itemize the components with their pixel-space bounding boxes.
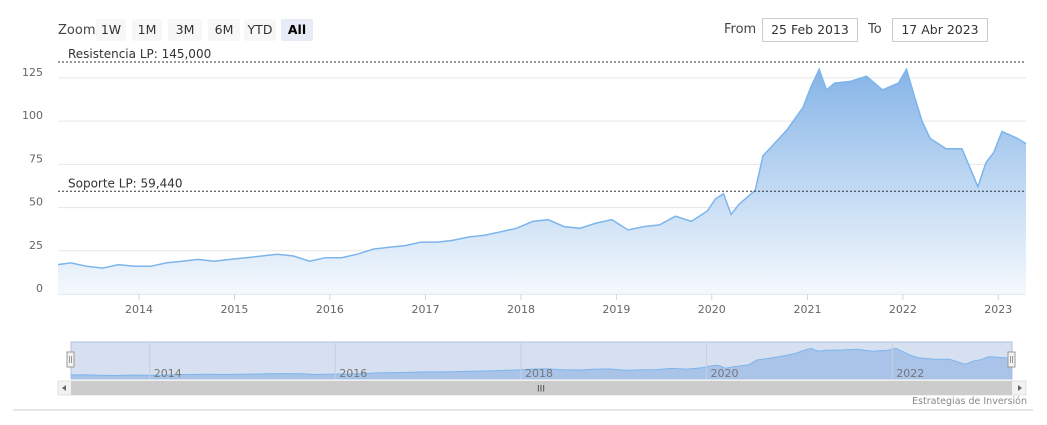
y-tick-label: 50 xyxy=(29,196,43,209)
x-tick-label: 2021 xyxy=(793,303,821,316)
scroll-left-arrow-icon[interactable] xyxy=(62,385,66,391)
scrollbar-grip: III xyxy=(537,385,545,395)
zoom-1w-button[interactable]: 1W xyxy=(96,19,126,41)
x-tick-label: 2017 xyxy=(412,303,440,316)
y-tick-label: 125 xyxy=(22,66,43,79)
scroll-right-arrow-icon[interactable] xyxy=(1018,385,1022,391)
navigator-left-handle[interactable] xyxy=(66,351,75,368)
x-tick-label: 2020 xyxy=(698,303,726,316)
zoom-1m-button[interactable]: 1M xyxy=(132,19,162,41)
navigator-series-line xyxy=(70,347,1013,377)
x-tick-label: 2019 xyxy=(602,303,630,316)
scrollbar-thumb[interactable] xyxy=(71,381,1012,395)
navigator-year-label: 2014 xyxy=(154,367,182,380)
zoom-label: Zoom xyxy=(58,23,96,38)
zoom-6m-button[interactable]: 6M xyxy=(208,19,240,41)
zoom-ytd-button[interactable]: YTD xyxy=(244,19,276,41)
series-area xyxy=(58,69,1026,294)
resistance-label: Resistencia LP: 145,000 xyxy=(68,47,211,61)
x-tick-label: 2016 xyxy=(316,303,344,316)
x-tick-label: 2014 xyxy=(125,303,153,316)
to-label: To xyxy=(868,22,882,37)
credit-text: Estrategias de Inversión xyxy=(912,396,1027,407)
x-tick-label: 2018 xyxy=(507,303,535,316)
navigator-right-handle[interactable] xyxy=(1007,351,1016,368)
navigator-year-label: 2022 xyxy=(896,367,924,380)
support-label: Soporte LP: 59,440 xyxy=(68,176,183,190)
to-date-input[interactable]: 17 Abr 2023 xyxy=(892,18,988,42)
y-tick-label: 75 xyxy=(29,152,43,165)
x-tick-label: 2023 xyxy=(984,303,1012,316)
navigator-year-label: 2020 xyxy=(711,367,739,380)
x-tick-label: 2015 xyxy=(220,303,248,316)
y-tick-label: 25 xyxy=(29,239,43,252)
navigator-year-label: 2016 xyxy=(339,367,367,380)
zoom-3m-button[interactable]: 3M xyxy=(168,19,202,41)
navigator-year-label: 2018 xyxy=(525,367,553,380)
y-tick-label: 100 xyxy=(22,109,43,122)
y-tick-label: 0 xyxy=(36,282,43,295)
from-date-input[interactable]: 25 Feb 2013 xyxy=(762,18,858,42)
series-line xyxy=(57,67,1027,269)
x-tick-label: 2022 xyxy=(889,303,917,316)
navigator-series-area xyxy=(71,348,1012,379)
zoom-all-button[interactable]: All xyxy=(281,19,313,41)
from-label: From xyxy=(724,22,757,37)
